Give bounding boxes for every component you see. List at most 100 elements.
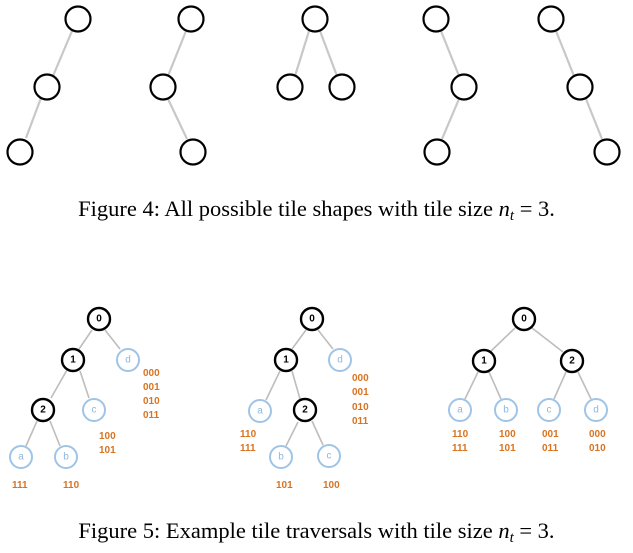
tree-node: [566, 73, 594, 101]
figure4-caption: Figure 4: All possible tile shapes with …: [0, 196, 633, 225]
code-label: 000: [143, 368, 160, 379]
caption-equation: = 3.: [513, 518, 555, 543]
tree-node: [328, 73, 356, 101]
code-label: 000: [352, 373, 369, 384]
leaf-node: [82, 398, 106, 422]
leaf-node: [269, 445, 293, 469]
caption-equation: = 3.: [514, 196, 555, 221]
leaf-node-label: b: [503, 405, 509, 416]
tree-edge: [291, 370, 301, 400]
code-label: 001: [542, 429, 559, 440]
leaf-node-label: b: [278, 452, 284, 463]
leaf-node-label: b: [63, 452, 69, 463]
key-node: [511, 306, 537, 332]
leaf-node-label: a: [457, 405, 463, 416]
leaf-node: [537, 398, 561, 422]
key-node-label: 1: [70, 355, 76, 366]
leaf-node: [54, 445, 78, 469]
tree-edge: [531, 327, 564, 353]
code-label: 010: [352, 402, 369, 413]
tree-node: [64, 5, 92, 33]
leaf-node-label: c: [547, 405, 552, 416]
leaf-node-label: a: [18, 452, 24, 463]
code-label: 111: [12, 480, 28, 491]
tree-node: [593, 138, 621, 166]
tree-node: [177, 5, 205, 33]
code-label: 111: [240, 443, 256, 454]
tile-shape-3: [276, 5, 356, 101]
tree-edge: [439, 30, 461, 77]
leaf-node: [9, 445, 33, 469]
tile-shape-5: [537, 5, 621, 166]
tree-edge: [265, 370, 281, 401]
code-label: 011: [143, 410, 160, 421]
tree-node: [149, 73, 177, 101]
tile-shape-4: [422, 5, 478, 166]
leaf-node-label: c: [327, 451, 332, 462]
tree-edge: [24, 97, 43, 139]
key-node: [30, 397, 56, 423]
code-label: 000: [589, 429, 606, 440]
leaf-node-label: d: [593, 405, 599, 416]
code-label: 001: [143, 382, 160, 393]
caption-symbol: n: [498, 518, 510, 543]
tree-node: [276, 73, 304, 101]
tree-edge: [49, 420, 61, 447]
code-label: 110: [63, 480, 80, 491]
key-node: [60, 347, 86, 373]
tree-edge: [577, 371, 592, 400]
code-label: 101: [499, 443, 516, 454]
tree-edge: [291, 329, 307, 350]
key-node-label: 1: [283, 355, 289, 366]
tree-edge: [167, 98, 188, 140]
leaf-node: [248, 399, 272, 423]
tree-node: [537, 5, 565, 33]
key-node: [273, 347, 299, 373]
code-label: 010: [143, 396, 160, 407]
tree-node: [423, 138, 451, 166]
tree-edge: [25, 420, 38, 447]
key-node-label: 0: [96, 314, 102, 325]
leaf-node-label: a: [257, 406, 263, 417]
leaf-node: [448, 398, 472, 422]
tree-edge: [293, 30, 311, 77]
tile-shape-2: [149, 5, 207, 166]
tree-edge: [79, 370, 90, 399]
key-node-label: 1: [481, 356, 487, 367]
traversal-1: 0 1 2 d c a b 000 001 010 011 100 101 11…: [9, 306, 160, 491]
caption-symbol: n: [498, 196, 510, 221]
leaf-node-label: d: [125, 355, 131, 366]
key-node-label: 2: [302, 405, 308, 416]
code-label: 101: [276, 480, 293, 491]
tree-node: [301, 5, 329, 33]
leaf-node-label: c: [92, 405, 97, 416]
code-label: 111: [452, 443, 468, 454]
tree-node: [422, 5, 450, 33]
code-label: 110: [452, 429, 469, 440]
tree-edge: [317, 329, 334, 350]
code-label: 100: [99, 431, 116, 442]
traversal-3: 0 1 2 a b c d 110 111 100 101 001 011 00…: [448, 306, 608, 454]
key-node: [299, 306, 325, 332]
code-label: 100: [499, 429, 516, 440]
tree-edge: [489, 327, 516, 353]
leaf-node: [584, 398, 608, 422]
tree-edge: [554, 30, 576, 77]
leaf-node-label: d: [337, 355, 343, 366]
caption-text: Figure 4: All possible tile shapes with …: [78, 196, 499, 221]
key-node-label: 0: [521, 314, 527, 325]
tree-edge: [311, 420, 324, 446]
tree-edge: [488, 371, 502, 400]
leaf-node: [494, 398, 518, 422]
tree-edge: [440, 98, 461, 140]
tree-edge: [166, 30, 188, 77]
leaf-node: [116, 348, 140, 372]
tree-edge: [78, 329, 93, 350]
tree-node: [33, 73, 61, 101]
code-label: 100: [323, 480, 340, 491]
tree-edge: [50, 369, 68, 399]
tree-edge: [318, 30, 339, 77]
tree-edge: [584, 98, 604, 140]
tree-node: [450, 73, 478, 101]
